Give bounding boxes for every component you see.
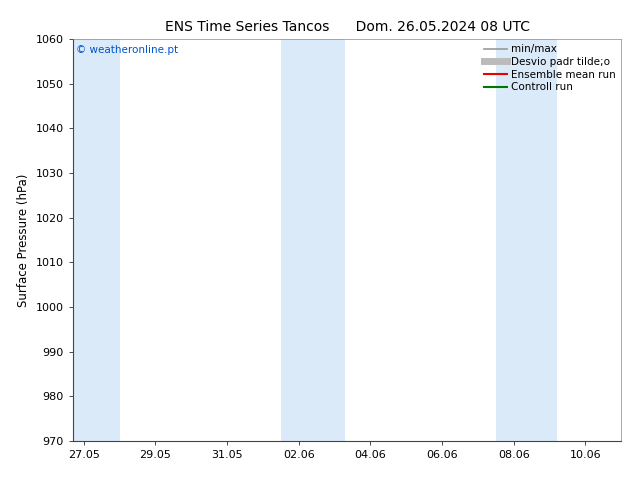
Bar — [281, 39, 346, 441]
Legend: min/max, Desvio padr tilde;o, Ensemble mean run, Controll run: min/max, Desvio padr tilde;o, Ensemble m… — [480, 40, 620, 97]
Bar — [496, 39, 557, 441]
Title: ENS Time Series Tancos      Dom. 26.05.2024 08 UTC: ENS Time Series Tancos Dom. 26.05.2024 0… — [165, 20, 529, 34]
Text: © weatheronline.pt: © weatheronline.pt — [75, 45, 178, 55]
Y-axis label: Surface Pressure (hPa): Surface Pressure (hPa) — [17, 173, 30, 307]
Bar — [73, 39, 119, 441]
